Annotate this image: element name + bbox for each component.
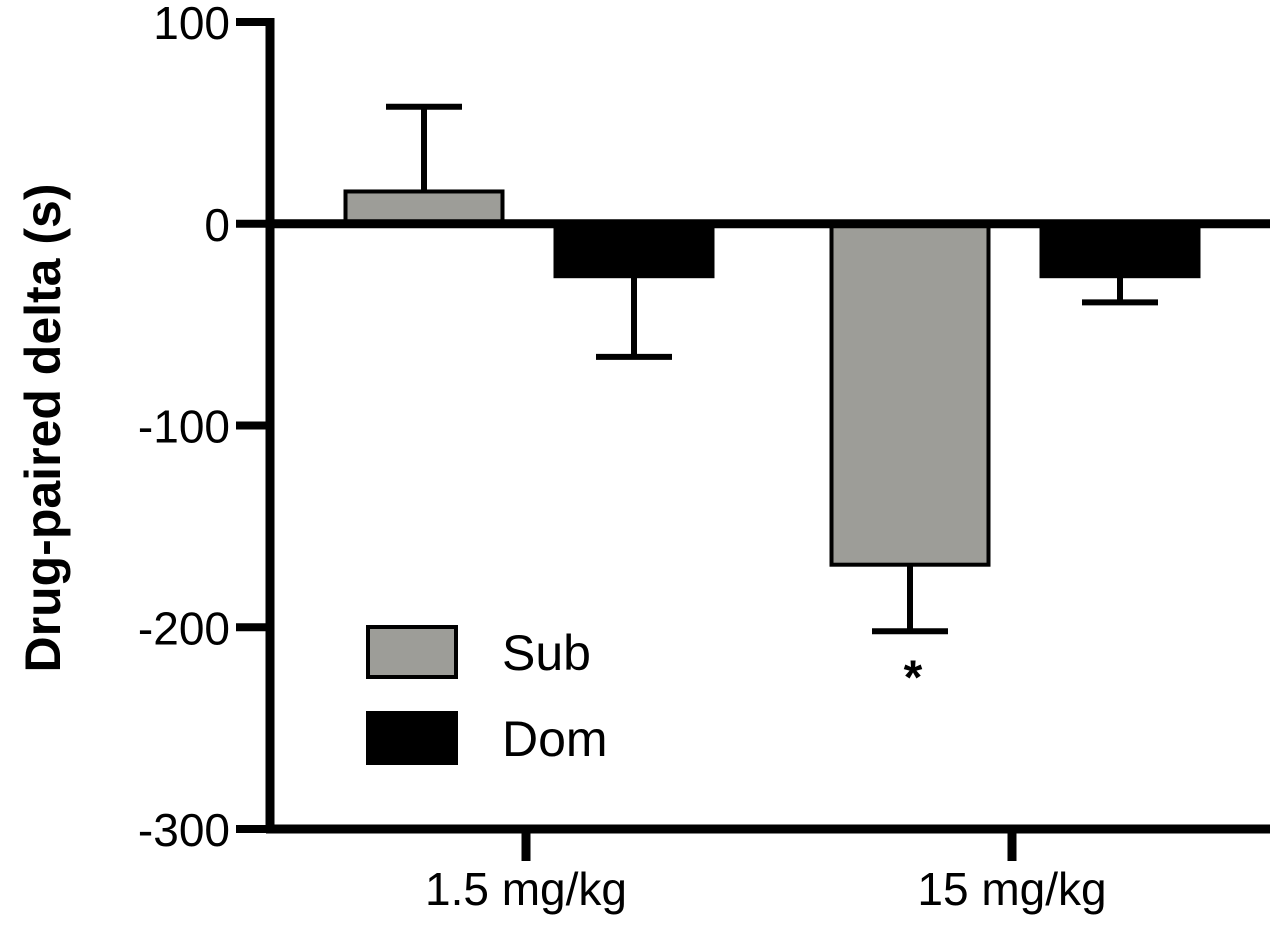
y-tick-label: 100 bbox=[153, 0, 230, 49]
bar-dom bbox=[553, 221, 715, 279]
y-tick-label: -300 bbox=[138, 804, 230, 856]
annotations: * bbox=[904, 651, 923, 704]
x-axis: 1.5 mg/kg 15 mg/kg bbox=[266, 219, 1270, 915]
x-tick-label: 1.5 mg/kg bbox=[425, 863, 627, 915]
bar-sub bbox=[829, 221, 991, 567]
significance-marker: * bbox=[904, 651, 923, 704]
legend: Sub Dom bbox=[366, 625, 608, 767]
legend-swatch-sub bbox=[366, 625, 458, 679]
x-tick-label: 15 mg/kg bbox=[917, 863, 1106, 915]
y-axis-label: Drug-paired delta (s) bbox=[15, 184, 71, 673]
y-axis: 100 0 -100 -200 -300 bbox=[138, 0, 275, 856]
bars bbox=[343, 189, 1201, 567]
bar-sub bbox=[343, 189, 505, 226]
legend-label-dom: Dom bbox=[502, 711, 608, 767]
y-tick-label: -200 bbox=[138, 602, 230, 654]
legend-swatch-dom bbox=[366, 711, 458, 765]
error-bars bbox=[386, 103, 1158, 635]
y-tick-label: 0 bbox=[204, 199, 230, 251]
y-tick-label: -100 bbox=[138, 401, 230, 453]
legend-label-sub: Sub bbox=[502, 625, 591, 681]
bar-dom bbox=[1039, 221, 1201, 279]
